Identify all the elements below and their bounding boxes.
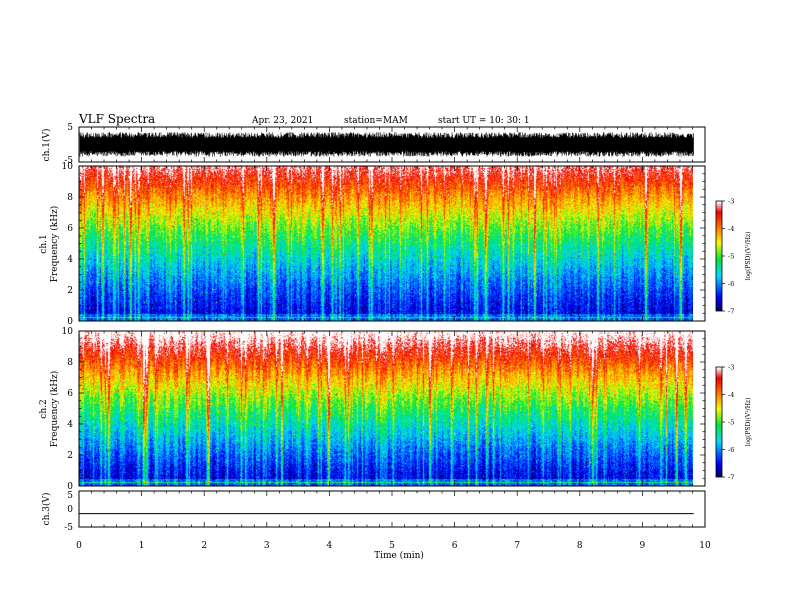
- ch2-colorbar-label: log(PSD)(V²/Hz): [745, 398, 752, 447]
- ch1-colorbar-ticks: -3 -4 -5 -6 -7: [722, 198, 734, 316]
- ch1-wave-xticks: [78, 127, 706, 162]
- colorbar-tick-label: -6: [728, 446, 734, 454]
- ch2-spec-ylabel-channel: ch.2: [39, 399, 49, 418]
- ch2-colorbar-ticks: -3 -4 -5 -6 -7: [722, 364, 734, 482]
- x-tick-label: 2: [201, 541, 207, 551]
- ch1-waveform-line: [79, 132, 694, 157]
- y-tick-label: 6: [67, 389, 73, 399]
- colorbar-tick-label: -5: [728, 419, 734, 427]
- x-tick-label: 1: [139, 541, 145, 551]
- ch1-spec-ylabel-channel: ch.1: [39, 234, 49, 253]
- date-label: Apr. 23, 2021: [251, 116, 313, 126]
- y-tick-label: 10: [62, 162, 74, 172]
- ch1-wave-ylabel: ch.1(V): [41, 129, 52, 162]
- ch3-wave-xticks: [78, 491, 706, 527]
- ch2-spec-ylabel-frequency: Frequency (kHz): [49, 371, 60, 448]
- ch3-wave-ylabel: ch.3(V): [41, 493, 52, 526]
- colorbar-tick-label: -7: [728, 308, 734, 316]
- x-axis-label: Time (min): [374, 550, 424, 561]
- x-tick-label: 7: [514, 541, 520, 551]
- ch3-ytick-5: 5: [67, 491, 73, 501]
- y-tick-label: 0: [67, 482, 73, 492]
- ch1-spec-ylabel-frequency: Frequency (kHz): [49, 206, 60, 283]
- ch1-ytick-5: 5: [67, 123, 73, 133]
- y-tick-label: 8: [67, 193, 73, 203]
- ch1-colorbar-label: log(PSD)(V²/Hz): [745, 232, 752, 281]
- x-tick-label: 6: [452, 541, 458, 551]
- x-tick-label: 4: [327, 541, 333, 551]
- y-tick-label: 2: [67, 451, 73, 461]
- colorbar-tick-label: -6: [728, 280, 734, 288]
- ch3-ytick-neg5: -5: [64, 523, 73, 533]
- colorbar-tick-label: -3: [728, 364, 734, 372]
- figure-title: VLF Spectra: [78, 112, 155, 126]
- ch1-spectrogram-image: [79, 166, 693, 321]
- ch1-colorbar: -3 -4 -5 -6 -7 log(PSD)(V²/Hz): [715, 198, 752, 316]
- x-tick-labels: 0 1 2 3 4 5 6 7 8 9 10: [76, 541, 711, 551]
- colorbar-tick-label: -4: [728, 391, 734, 399]
- start-time-label: start UT = 10: 30: 1: [438, 116, 530, 126]
- ch2-colorbar: -3 -4 -5 -6 -7 log(PSD)(V²/Hz): [715, 364, 752, 482]
- colorbar-tick-label: -4: [728, 225, 734, 233]
- ch2-spectrogram-image: [79, 331, 693, 486]
- x-tick-label: 3: [264, 541, 270, 551]
- ch3-waveform-panel: 5 0 -5 ch.3(V): [41, 490, 706, 533]
- ch3-ytick-0: 0: [67, 505, 73, 515]
- y-tick-label: 4: [67, 420, 73, 430]
- x-tick-label: 10: [699, 541, 711, 551]
- x-tick-label: 5: [389, 541, 395, 551]
- y-tick-label: 6: [67, 224, 73, 234]
- y-tick-label: 2: [67, 286, 73, 296]
- x-tick-label: 0: [76, 541, 82, 551]
- ch2-spec-yticks: 0 2 4 6 8 10: [62, 327, 705, 492]
- y-tick-label: 8: [67, 358, 73, 368]
- ch1-spec-yticks: 0 2 4 6 8 10: [62, 162, 705, 327]
- ch2-spec-xticks: [78, 331, 706, 486]
- ch2-spectrogram-panel: 0 2 4 6 8 10 ch.2 Frequency (kHz): [39, 327, 706, 492]
- colorbar-tick-label: -7: [728, 474, 734, 482]
- x-tick-label: 9: [640, 541, 646, 551]
- ch1-ytick-neg5: -5: [64, 156, 73, 166]
- colorbar-tick-label: -5: [728, 253, 734, 261]
- y-tick-label: 4: [67, 255, 73, 265]
- ch1-waveform-panel: 5 -5 ch.1(V): [41, 123, 706, 166]
- colorbar-tick-label: -3: [728, 198, 734, 206]
- ch1-spec-xticks: [78, 166, 706, 321]
- ch1-spectrogram-panel: 0 2 4 6 8 10 ch.1 Frequency (kHz): [39, 162, 706, 327]
- station-label: station=MAM: [344, 116, 408, 126]
- y-tick-label: 0: [67, 317, 73, 327]
- y-tick-label: 10: [62, 327, 74, 337]
- x-tick-label: 8: [577, 541, 583, 551]
